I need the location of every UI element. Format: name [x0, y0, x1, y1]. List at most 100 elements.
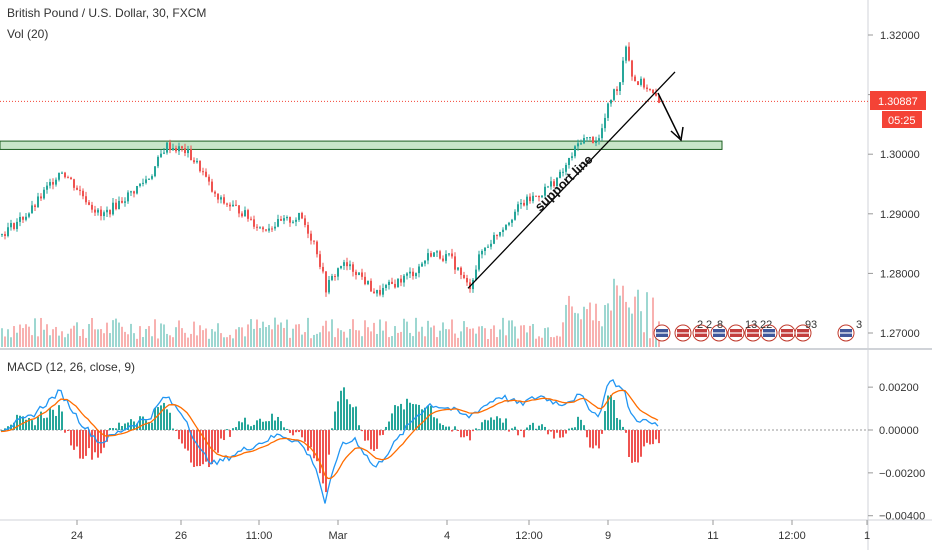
macd-hist-bar	[517, 430, 519, 436]
volume-bar	[370, 331, 372, 347]
event-flag-icon[interactable]	[653, 324, 671, 342]
down-arrow-icon[interactable]	[657, 92, 684, 142]
candle	[205, 171, 207, 177]
volume-bar	[22, 328, 24, 347]
macd-pane[interactable]	[0, 352, 868, 520]
resistance-zone[interactable]	[0, 140, 723, 150]
volume-bar	[496, 337, 498, 347]
price-axis[interactable]: 1.320001.310001.300001.290001.280001.270…	[868, 30, 920, 340]
time-tick-label: 11:00	[246, 530, 273, 542]
macd-hist-bar	[169, 412, 171, 430]
candle	[94, 209, 96, 213]
macd-hist-bar	[460, 430, 462, 438]
volume-bar	[97, 329, 99, 347]
candle	[40, 196, 42, 199]
candle	[343, 262, 345, 266]
macd-hist-bar	[448, 426, 450, 430]
candle	[580, 143, 582, 145]
macd-hist-bar	[151, 422, 153, 430]
macd-hist-bar	[370, 430, 372, 450]
macd-hist-bar	[13, 422, 15, 430]
volume-bar	[592, 320, 594, 347]
macd-hist-bar	[571, 427, 573, 430]
macd-hist-bar	[232, 428, 234, 430]
candle	[88, 202, 90, 205]
candle	[130, 191, 132, 193]
candle	[481, 250, 483, 255]
volume-bar	[196, 335, 198, 347]
macd-hist-bar	[577, 416, 579, 430]
volume-bar	[340, 330, 342, 347]
event-flag-icon[interactable]	[794, 324, 812, 342]
price-tick-label: 1.30000	[880, 149, 920, 161]
price-pane[interactable]	[0, 0, 868, 347]
event-flag-icon[interactable]	[710, 324, 728, 342]
candle	[316, 241, 318, 255]
volume-bar	[7, 329, 9, 347]
macd-hist-bar	[658, 430, 660, 444]
volume-bar	[427, 320, 429, 347]
macd-hist-bar	[355, 406, 357, 430]
volume-bar	[616, 285, 618, 347]
price-tick-label: 1.28000	[880, 268, 920, 280]
volume-bar	[259, 328, 261, 347]
candle	[58, 173, 60, 180]
candle	[655, 93, 657, 96]
candle	[112, 202, 114, 215]
volume-bar	[355, 330, 357, 347]
event-flag-icon[interactable]	[778, 324, 796, 342]
support-line[interactable]	[467, 71, 676, 289]
candle	[613, 89, 615, 100]
volume-bar	[163, 324, 165, 347]
volume-bar	[520, 325, 522, 347]
volume-bar	[385, 321, 387, 347]
event-flag-icon[interactable]	[727, 324, 745, 342]
event-flag-icon[interactable]	[674, 324, 692, 342]
volume-bar	[649, 338, 651, 347]
macd-hist-bar	[301, 430, 303, 438]
event-flag-icon[interactable]	[760, 324, 778, 342]
volume-bar	[514, 326, 516, 347]
economic-events[interactable]: 2 2 8 13 22 9 3 3	[653, 319, 862, 342]
macd-tick-label: 0.00200	[879, 382, 919, 394]
candle	[541, 195, 543, 198]
volume-bar	[343, 331, 345, 347]
candle	[238, 205, 240, 214]
volume-bar	[505, 335, 507, 347]
volume-bar	[115, 318, 117, 347]
volume-bar	[274, 317, 276, 347]
macd-hist-bar	[367, 430, 369, 441]
candle	[196, 160, 198, 163]
volume-bar	[67, 333, 69, 347]
macd-hist-bar	[88, 430, 90, 449]
event-flag-icon[interactable]	[837, 324, 855, 342]
candle	[115, 202, 117, 210]
macd-hist-bar	[607, 395, 609, 430]
macd-hist-bar	[268, 421, 270, 430]
volume-bar	[538, 336, 540, 347]
candle	[364, 276, 366, 285]
volume-bar	[109, 333, 111, 347]
time-axis[interactable]: 24 26 11:00 Mar 4 12:00 9 11 12:00 1	[71, 520, 870, 542]
macd-hist-bar	[244, 417, 246, 430]
candle	[592, 137, 594, 143]
event-flag-icon[interactable]	[692, 324, 710, 342]
volume-bar	[352, 319, 354, 347]
candle	[517, 204, 519, 212]
macd-hist-bar	[43, 418, 45, 430]
volume-bar	[526, 332, 528, 347]
candle	[211, 181, 213, 192]
macd-hist-bar	[640, 430, 642, 457]
volume-bar	[625, 301, 627, 347]
macd-hist-bar	[391, 413, 393, 430]
candle	[292, 221, 294, 223]
candle	[34, 205, 36, 208]
macd-axis[interactable]: 0.00200 0.00000 −0.00200 −0.00400	[868, 382, 925, 523]
candle	[604, 117, 606, 129]
candle	[406, 273, 408, 276]
candle	[313, 240, 315, 242]
macd-hist-bar	[655, 430, 657, 440]
time-tick-label: 24	[71, 530, 83, 542]
volume-bar	[463, 321, 465, 347]
